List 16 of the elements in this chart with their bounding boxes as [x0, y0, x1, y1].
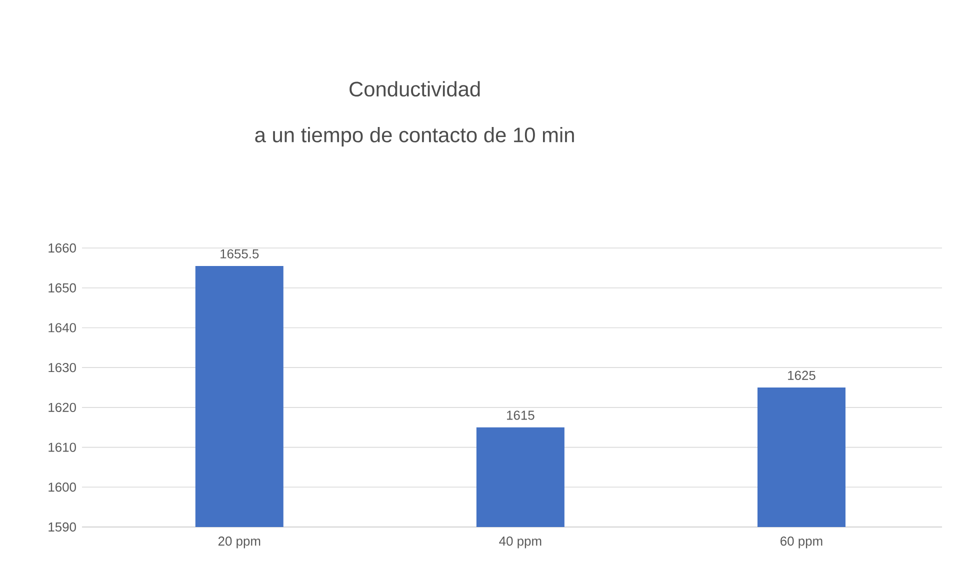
y-tick-label: 1620 [48, 402, 76, 412]
y-tick-label: 1660 [48, 243, 76, 253]
x-tick-label: 60 ppm [780, 536, 822, 548]
y-tick-label: 1600 [48, 482, 76, 492]
chart-title: Conductividad [350, 81, 480, 97]
data-label: 1655.5 [220, 249, 259, 258]
chart-subtitle: a un tiempo de contacto de 10 min [255, 127, 574, 147]
y-tick-label: 1650 [48, 283, 76, 292]
y-tick-label: 1630 [48, 362, 76, 372]
x-tick-label: 20 ppm [218, 536, 260, 548]
y-tick-label: 1640 [48, 323, 76, 332]
data-label: 1625 [788, 370, 816, 380]
x-tick-label: 40 ppm [499, 536, 542, 548]
y-tick-label: 1590 [48, 522, 76, 532]
y-tick-label: 1610 [48, 442, 76, 452]
data-label: 1615 [507, 410, 534, 420]
